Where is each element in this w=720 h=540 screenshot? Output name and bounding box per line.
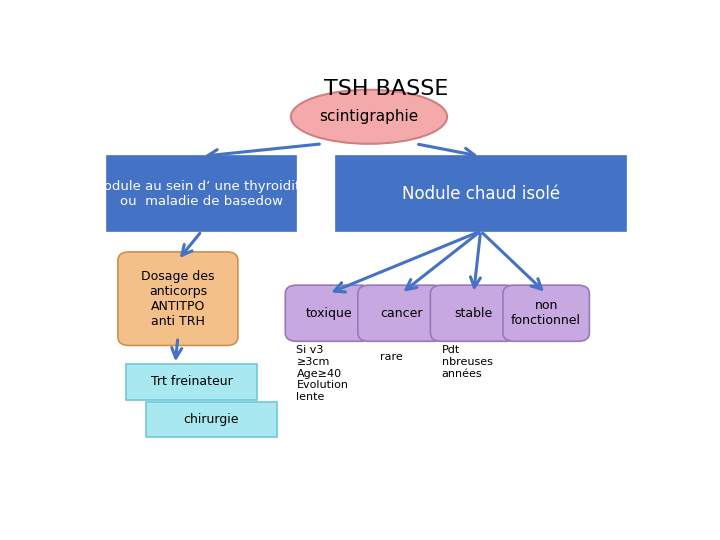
Ellipse shape	[291, 90, 447, 144]
Text: cancer: cancer	[380, 307, 423, 320]
Text: toxique: toxique	[305, 307, 352, 320]
FancyBboxPatch shape	[107, 156, 297, 231]
Text: non
fonctionnel: non fonctionnel	[511, 299, 581, 327]
Text: Trt freinateur: Trt freinateur	[151, 375, 233, 388]
Text: scintigraphie: scintigraphie	[320, 109, 418, 124]
FancyBboxPatch shape	[145, 402, 277, 437]
FancyBboxPatch shape	[336, 156, 626, 231]
FancyBboxPatch shape	[118, 252, 238, 346]
Text: Nodule au sein d’ une thyroidite
ou  maladie de basedow: Nodule au sein d’ une thyroidite ou mala…	[94, 180, 309, 208]
FancyBboxPatch shape	[285, 285, 372, 341]
FancyBboxPatch shape	[358, 285, 444, 341]
FancyBboxPatch shape	[126, 364, 258, 400]
FancyBboxPatch shape	[431, 285, 517, 341]
Text: Si v3
≥3cm
Age≥40
Evolution
lente: Si v3 ≥3cm Age≥40 Evolution lente	[297, 346, 348, 402]
Text: TSH BASSE: TSH BASSE	[323, 79, 448, 99]
Text: Nodule chaud isolé: Nodule chaud isolé	[402, 185, 559, 202]
Text: chirurgie: chirurgie	[184, 413, 239, 426]
Text: stable: stable	[454, 307, 492, 320]
Text: Dosage des
anticorps
ANTITPO
anti TRH: Dosage des anticorps ANTITPO anti TRH	[141, 269, 215, 328]
FancyBboxPatch shape	[503, 285, 590, 341]
Text: Pdt
nbreuses
années: Pdt nbreuses années	[441, 346, 492, 379]
Text: rare: rare	[380, 352, 403, 362]
